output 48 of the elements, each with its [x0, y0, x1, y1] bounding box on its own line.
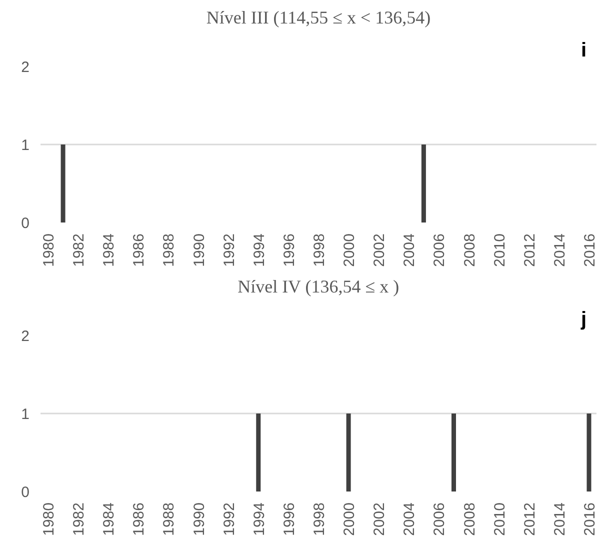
- y-tick-label: 2: [21, 328, 30, 345]
- y-tick-label: 2: [21, 59, 30, 76]
- x-tick-label: 1982: [70, 502, 88, 536]
- x-tick-label: 2014: [551, 502, 568, 536]
- x-tick-label: 2004: [401, 233, 418, 267]
- y-tick-label: 1: [21, 406, 30, 423]
- text: i: [580, 40, 587, 62]
- x-tick-label: 1996: [280, 233, 298, 267]
- chart-title: Nível III (114,55 ≤ x < 136,54): [206, 8, 431, 28]
- x-tick-label: 2014: [551, 233, 568, 267]
- x-tick-label: 2008: [461, 502, 478, 536]
- x-tick-label: 1982: [70, 233, 88, 267]
- x-tick-label: 1984: [100, 502, 118, 536]
- x-tick-label: 2012: [521, 502, 538, 536]
- x-tick-label: 2010: [491, 502, 508, 536]
- x-tick-label: 1998: [311, 502, 328, 536]
- x-tick-label: 2016: [581, 233, 598, 267]
- x-tick-label: 1994: [250, 233, 268, 267]
- y-tick-label: 0: [21, 484, 30, 501]
- x-tick-label: 2008: [461, 233, 478, 267]
- x-tick-label: 2000: [341, 502, 358, 536]
- x-tick-label: 1998: [311, 233, 328, 267]
- x-tick-label: 2016: [581, 502, 598, 536]
- x-tick-label: 1980: [40, 502, 58, 536]
- x-tick-label: 2000: [341, 233, 358, 267]
- x-tick-label: 1980: [40, 233, 58, 267]
- x-tick-label: 2002: [371, 233, 388, 267]
- x-tick-label: 1988: [160, 233, 178, 267]
- x-tick-label: 1986: [130, 233, 148, 267]
- y-tick-label: 1: [21, 137, 30, 154]
- x-tick-label: 1992: [220, 502, 238, 536]
- x-tick-label: 1996: [280, 502, 298, 536]
- x-tick-label: 1990: [190, 233, 208, 267]
- x-tick-label: 1994: [250, 502, 268, 536]
- x-tick-label: 2006: [431, 502, 448, 536]
- x-tick-label: 1992: [220, 233, 238, 267]
- x-tick-label: 2004: [401, 502, 418, 536]
- x-tick-label: 1986: [130, 502, 148, 536]
- x-tick-label: 1984: [100, 233, 118, 267]
- x-tick-label: 1988: [160, 502, 178, 536]
- x-tick-label: 2006: [431, 233, 448, 267]
- chart-title: Nível IV (136,54 ≤ x ): [238, 276, 400, 296]
- x-tick-label: 1990: [190, 502, 208, 536]
- x-tick-label: 2012: [521, 233, 538, 267]
- y-tick-label: 0: [21, 215, 30, 232]
- text: j: [580, 308, 587, 330]
- x-tick-label: 2010: [491, 233, 508, 267]
- x-tick-label: 2002: [371, 502, 388, 536]
